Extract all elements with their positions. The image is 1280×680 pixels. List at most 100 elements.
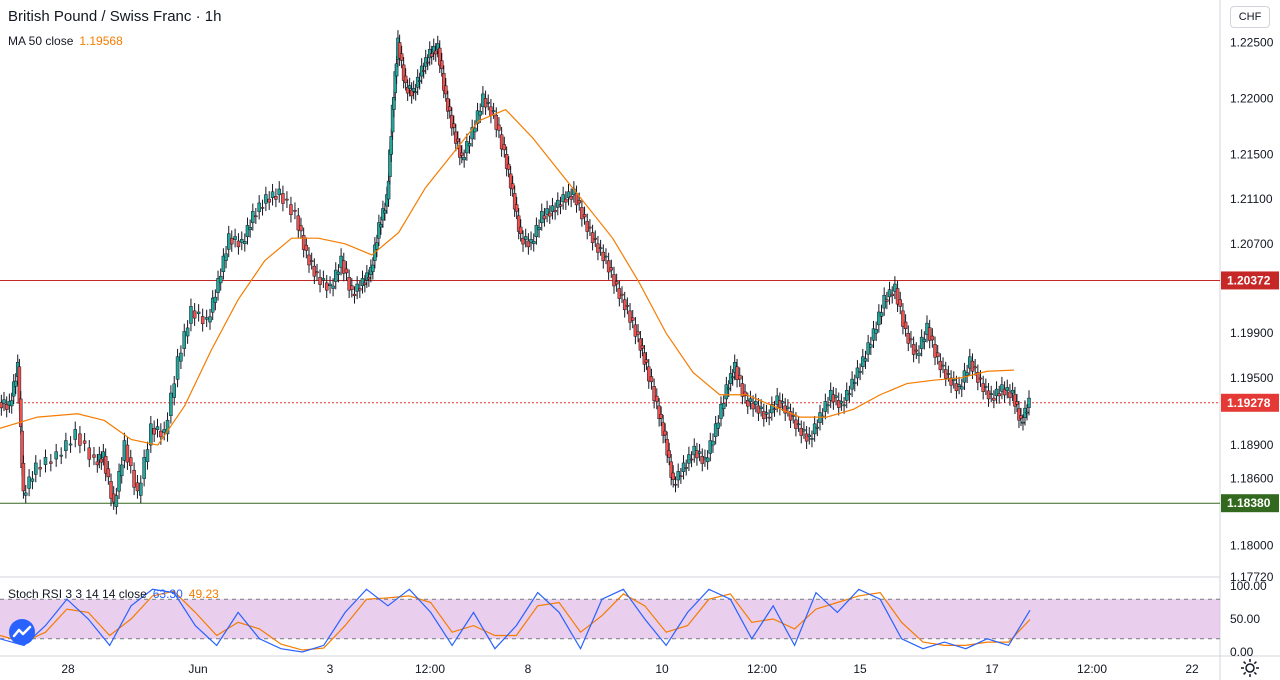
candle-body	[874, 329, 878, 334]
candle-body	[796, 423, 801, 426]
candle-body	[405, 86, 410, 94]
candle-body	[844, 390, 849, 401]
candle-body	[815, 426, 820, 429]
ma-line	[0, 108, 1014, 446]
stoch-label: Stoch RSI 3 3 14 14 close	[8, 587, 147, 601]
candle-body	[812, 423, 817, 435]
candle-body	[526, 240, 531, 248]
candle-body	[935, 352, 940, 357]
time-tick-label: 12:00	[1077, 662, 1107, 676]
candle-body	[444, 85, 448, 95]
candle-body	[780, 401, 785, 404]
candle-body	[159, 430, 163, 438]
candle-body	[491, 110, 496, 112]
candle-body	[494, 114, 499, 130]
candle-body	[34, 462, 38, 475]
candle-body	[735, 366, 739, 380]
gear-icon[interactable]	[1240, 658, 1260, 678]
candle-body	[413, 91, 418, 94]
candle-body	[478, 111, 482, 116]
candle-body	[344, 268, 349, 274]
candle-body	[882, 294, 886, 309]
candle-body	[746, 400, 750, 407]
candle-body	[64, 440, 68, 451]
candle-body	[277, 188, 281, 196]
candle-body	[1002, 388, 1007, 396]
candle-body	[389, 136, 394, 155]
candle-body	[243, 241, 247, 245]
candle-body	[754, 401, 758, 405]
candle-body	[728, 373, 733, 384]
candle-body	[927, 327, 932, 341]
currency-button[interactable]: CHF	[1230, 6, 1270, 28]
candle-body	[791, 415, 795, 417]
price-tick-label: 1.22000	[1230, 91, 1274, 105]
candle-body	[577, 200, 581, 204]
candle-body	[30, 478, 35, 482]
candle-body	[486, 102, 490, 104]
candle-body	[210, 297, 215, 313]
candle-body	[375, 242, 379, 250]
candle-body	[514, 204, 519, 212]
candle-body	[431, 46, 436, 53]
candle-body	[954, 383, 959, 392]
candle-body	[179, 352, 183, 362]
candle-body	[504, 154, 509, 169]
candle-body	[415, 76, 420, 88]
candle-body	[18, 398, 23, 427]
candle-body	[669, 461, 673, 478]
candle-body	[558, 204, 563, 207]
candle-body	[135, 482, 140, 492]
time-tick-label: 3	[327, 662, 334, 676]
candle-body	[411, 88, 416, 92]
candle-body	[545, 208, 549, 215]
candle-body	[1025, 411, 1029, 414]
tradingview-logo-icon[interactable]	[8, 618, 36, 646]
candle-body	[981, 383, 985, 392]
candle-body	[786, 406, 790, 409]
candle-body	[652, 386, 656, 401]
candle-body	[861, 356, 865, 368]
candle-body	[705, 457, 710, 463]
candle-body	[713, 423, 718, 437]
candle-body	[68, 443, 73, 446]
candle-body	[642, 352, 647, 365]
candle-body	[208, 316, 212, 323]
candle-body	[192, 310, 197, 319]
candle-body	[839, 401, 844, 404]
candle-body	[633, 324, 638, 337]
candle-body	[240, 239, 244, 243]
candle-body	[0, 402, 4, 409]
candle-body	[169, 392, 173, 416]
candle-body	[810, 438, 814, 440]
time-tick-label: 28	[61, 662, 75, 676]
time-tick-label: 12:00	[747, 662, 777, 676]
price-tick-label: 1.21100	[1230, 192, 1273, 206]
candle-body	[360, 278, 365, 286]
candle-body	[309, 260, 314, 262]
time-tick-label: 22	[1185, 662, 1199, 676]
candle-body	[663, 430, 667, 436]
candle-body	[638, 338, 643, 351]
candle-body	[200, 316, 205, 324]
candle-body	[450, 114, 454, 129]
candle-body	[92, 454, 96, 458]
candle-body	[114, 495, 119, 507]
candle-body	[383, 210, 387, 214]
candle-body	[582, 214, 587, 218]
candle-body	[743, 391, 747, 397]
candle-body	[224, 253, 228, 261]
candle-body	[759, 406, 763, 409]
candle-body	[281, 193, 285, 204]
candle-body	[334, 269, 338, 282]
candle-body	[673, 483, 678, 486]
candle-body	[54, 451, 58, 460]
time-tick-label: 15	[853, 662, 867, 676]
candle-body	[149, 423, 153, 446]
candle-body	[78, 433, 82, 446]
candle-body	[236, 240, 241, 248]
candle-body	[842, 404, 846, 407]
candle-body	[475, 110, 480, 124]
time-tick-label: 12:00	[415, 662, 445, 676]
